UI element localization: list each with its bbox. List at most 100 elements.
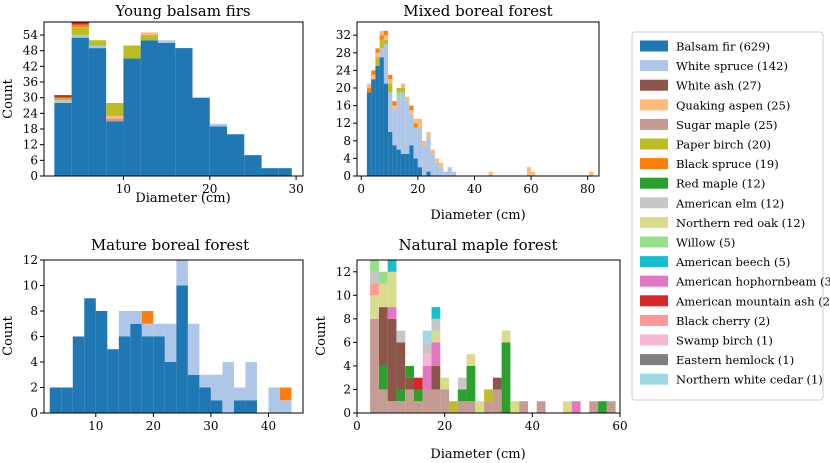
bar-segment-black-cherry [370,283,379,296]
bar-segment-balsam-fir [278,168,292,176]
bar-segment-black-spruce [388,74,393,80]
bar-segment-black-spruce [71,24,89,28]
bar-segment-white-ash [396,342,406,390]
panel-title: Mixed boreal forest [403,2,552,20]
bar-segment-balsam-fir [118,336,131,413]
bar-segment-balsam-fir [72,336,85,413]
bar-segment-balsam-fir [366,92,372,176]
bar-segment-balsam-fir [140,40,158,176]
bar-segment-american-elm [431,318,441,331]
bar-segment-paper-birch [383,39,389,44]
bar-segment-balsam-fir [261,168,279,176]
bar-segment-white-spruce [268,387,280,413]
x-tick-label: 60 [523,182,538,196]
bar-segment-balsam-fir [106,121,124,176]
x-tick-label: 10 [116,182,131,196]
x-axis-label: Diameter (cm) [135,191,230,206]
bar-segment-sugar-maple [378,389,388,413]
bar-segment-red-maple [501,342,511,413]
bar-segment-quaking-aspen [531,171,536,176]
legend-label-american-mountain-ash: American mountain ash (2) [675,294,830,308]
y-tick-label: 6 [343,335,351,349]
bar-segment-northern-red-oak [501,330,511,343]
y-tick-label: 2 [30,381,38,395]
legend-label-black-cherry: Black cherry (2) [676,314,770,328]
y-tick-label: 10 [23,279,38,293]
bar-segment-black-spruce [383,30,389,36]
legend-label-black-spruce: Black spruce (19) [676,157,779,171]
bar-segment-balsam-fir [153,336,165,413]
bar-segment-paper-birch [388,83,393,93]
plot-area: 0 20 40 60 0 2 4 6 8 10 12 [336,259,628,433]
y-tick-label: 0 [30,169,38,183]
bar-segment-paper-birch [71,27,89,36]
bar-segment-sugar-maple [405,389,414,413]
bar-segment-american-mountain-ash [71,22,89,25]
bar-segment-sugar-maple [396,401,406,413]
bar-segment-willow [396,92,401,97]
bar-segment-sugar-maple [440,389,450,413]
bar-segment-white-ash [431,365,441,390]
bar-segment-quaking-aspen [392,105,397,110]
bar-segment-balsam-fir [392,145,397,176]
bar-segment-white-spruce [388,92,393,132]
y-tick-label: 4 [343,151,351,165]
legend-swatch-balsam-fir [640,40,668,52]
bar-segment-sugar-maple [484,401,493,413]
legend-swatch-black-cherry [640,314,668,326]
legend-label-swamp-birch: Swamp birch (1) [676,334,773,348]
bar-segment-balsam-fir [396,149,401,176]
bar-segment-white-ash [492,377,502,390]
y-tick-label: 16 [336,99,351,113]
bar-segment-paper-birch [375,57,380,66]
bar-segment-quaking-aspen [400,83,406,88]
bar-segment-balsam-fir [400,154,406,176]
bar-segment-quaking-aspen [366,83,372,88]
bar-segment-black-spruce [375,48,380,53]
bar-segment-white-spruce [409,114,414,146]
bar-segment-white-ash [405,377,414,390]
bar-segment-balsam-fir [95,311,108,413]
y-tick-label: 8 [343,312,351,326]
bar-segment-white-spruce [222,362,234,413]
bar-segment-balsam-fir [164,362,177,413]
bar-segment-balsam-fir [61,387,73,413]
legend-swatch-willow [640,236,668,248]
legend-label-american-hophornbeam: American hophornbeam (3) [675,275,830,289]
bar-segment-black-spruce [141,311,154,324]
bar-segment-balsam-fir [375,66,380,176]
bar-segment-black-spruce [366,88,372,93]
axes-frame [356,259,621,414]
bar-segment-quaking-aspen [405,96,410,102]
plot-area: 10 20 30 40 0 2 4 6 8 10 12 [23,253,304,433]
x-axis-label: Diameter (cm) [430,208,525,223]
y-tick-label: 48 [23,44,38,58]
axes-frame [356,21,600,177]
bar-segment-quaking-aspen [434,158,440,163]
bar-segment-red-maple [457,389,467,402]
panel-title: Mature boreal forest [91,236,249,254]
bar-segment-american-hophornbeam [387,307,397,319]
bar-segment-sugar-maple [413,401,423,413]
bar-segment-white-spruce [54,100,72,103]
bar-segment-balsam-fir [409,145,414,176]
bar-segment-white-spruce [279,400,292,413]
bar-segment-balsam-fir [245,400,257,413]
legend-label-american-elm: American elm (12) [675,196,784,210]
y-tick-label: 0 [343,406,351,420]
bar-segment-northern-red-oak [466,354,476,366]
bar-segment-quaking-aspen [140,32,158,36]
bar-segment-balsam-fir [244,155,262,176]
legend-label-willow: Willow (5) [676,236,735,250]
bar-segment-quaking-aspen [417,118,423,128]
bar-segment-black-spruce [413,123,418,128]
bar-segment-sugar-maple [431,389,441,413]
bar-segment-quaking-aspen [439,162,444,168]
bar-segment-balsam-fir [379,57,384,177]
bar-segment-balsam-fir [426,171,431,176]
legend-label-red-maple: Red maple (12) [676,177,765,191]
bar-segment-balsam-fir [157,42,176,176]
bar-segment-black-spruce [279,387,292,401]
plot-area: 0 20 40 60 80 0 4 8 12 16 20 24 28 32 [336,21,600,196]
bar-segment-white-spruce [447,167,452,176]
